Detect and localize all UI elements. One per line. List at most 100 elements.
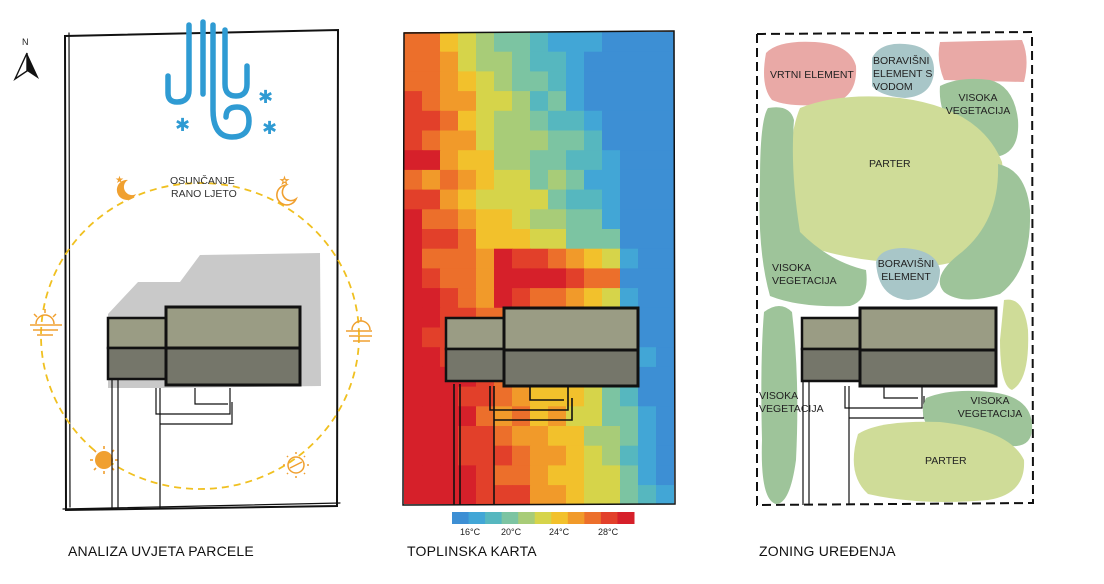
heat-cell xyxy=(638,406,657,427)
heat-cell xyxy=(638,268,657,289)
heat-cell xyxy=(656,248,674,269)
svg-text:☆: ☆ xyxy=(280,176,289,187)
zone-parter-central xyxy=(787,96,1004,267)
legend-tick-24: 24°C xyxy=(549,527,570,537)
heat-cell xyxy=(404,327,423,348)
zoning-panel xyxy=(756,30,1035,507)
heat-cell xyxy=(584,248,603,269)
heat-cell xyxy=(404,150,423,171)
heat-cell xyxy=(404,229,423,250)
heat-cell xyxy=(656,71,674,92)
heat-cell xyxy=(476,32,495,53)
caption-site-analysis: ANALIZA UVJETA PARCELE xyxy=(68,543,254,559)
legend-swatch xyxy=(468,512,486,524)
heat-cell xyxy=(422,248,441,269)
heat-cell xyxy=(566,32,585,53)
heat-cell xyxy=(476,91,495,112)
zone-visoka-left xyxy=(759,107,867,307)
heat-cell xyxy=(638,110,657,132)
zone-label-vrtni-element: VRTNI ELEMENT xyxy=(770,69,854,81)
heat-cell xyxy=(584,386,603,407)
heat-cell xyxy=(422,366,441,388)
heat-cell xyxy=(656,347,674,368)
heat-cell xyxy=(422,91,441,112)
heat-cell xyxy=(656,268,674,289)
heat-cell xyxy=(584,288,603,309)
heat-cell xyxy=(548,150,567,171)
heat-cell xyxy=(548,248,567,269)
heat-cell xyxy=(656,485,674,504)
heat-cell xyxy=(404,406,423,427)
heat-cell xyxy=(566,485,585,504)
heat-cell xyxy=(458,386,477,407)
heat-cell xyxy=(548,209,567,230)
heat-cell xyxy=(440,51,459,72)
heat-cell xyxy=(458,268,477,289)
heat-cell xyxy=(512,150,531,171)
heat-cell xyxy=(440,169,459,191)
heat-cell xyxy=(494,485,513,504)
heat-cell xyxy=(602,209,621,230)
heat-cell xyxy=(404,307,423,329)
legend-swatch xyxy=(600,512,618,524)
heat-cell xyxy=(656,130,674,151)
heat-cell xyxy=(422,307,441,329)
heat-cell xyxy=(404,268,423,289)
north-arrow-icon xyxy=(13,52,39,81)
heat-cell xyxy=(638,465,657,486)
heat-cell xyxy=(620,91,639,112)
building xyxy=(106,305,302,387)
heat-cell xyxy=(584,445,603,466)
heat-cell xyxy=(530,169,549,191)
heat-cell xyxy=(530,130,549,151)
heat-cell xyxy=(638,71,657,92)
heat-cell xyxy=(476,71,495,92)
heat-cell xyxy=(656,229,674,250)
heat-cell xyxy=(512,485,531,504)
heat-cell xyxy=(494,268,513,289)
heat-cell xyxy=(638,307,657,329)
sun-label-line2: RANO LJETO xyxy=(171,188,237,200)
heat-cell xyxy=(638,347,657,368)
heat-cell xyxy=(638,150,657,171)
site-analysis-panel: ✱ ✱ ✱ ★ ☆ xyxy=(13,19,372,512)
zone-label-boravisni-voda: BORAVIŠNI ELEMENT S VODOM xyxy=(873,55,933,93)
heat-cell xyxy=(548,189,567,210)
heat-cell xyxy=(602,91,621,112)
heat-cell xyxy=(440,406,459,427)
zone-visoka-right xyxy=(939,164,1031,300)
heat-cell xyxy=(602,130,621,151)
heat-access-paths xyxy=(453,384,573,505)
heat-cell xyxy=(548,465,567,486)
heat-cell xyxy=(422,288,441,309)
zone-visoka-top-right xyxy=(939,78,1019,156)
heat-cell xyxy=(530,485,549,504)
heat-cell xyxy=(422,229,441,250)
heat-cell xyxy=(440,229,459,250)
heat-cell xyxy=(566,229,585,250)
zone-label-visoka-4: VISOKA VEGETACIJA xyxy=(957,395,1023,420)
heat-cell xyxy=(404,445,423,466)
heat-cell xyxy=(512,169,531,191)
heat-cell xyxy=(512,110,531,132)
zone-parter-bottom xyxy=(853,421,1025,502)
heat-cell xyxy=(548,169,567,191)
access-paths xyxy=(111,380,233,508)
heat-cell xyxy=(494,71,513,92)
heat-cell xyxy=(638,169,657,191)
heat-cell xyxy=(422,406,441,427)
heat-cell xyxy=(404,426,423,447)
heat-cell xyxy=(638,91,657,112)
heat-cell xyxy=(584,426,603,447)
heat-cell xyxy=(620,110,639,132)
heat-cell xyxy=(620,32,639,53)
heat-map-panel xyxy=(402,30,676,524)
caption-heat-map: TOPLINSKA KARTA xyxy=(407,543,537,559)
heat-cell xyxy=(530,229,549,250)
heat-cell xyxy=(602,268,621,289)
heat-cell xyxy=(476,130,495,151)
heat-cell xyxy=(548,485,567,504)
heat-cell xyxy=(476,169,495,191)
legend-swatch xyxy=(518,512,536,524)
heat-cell xyxy=(422,465,441,486)
